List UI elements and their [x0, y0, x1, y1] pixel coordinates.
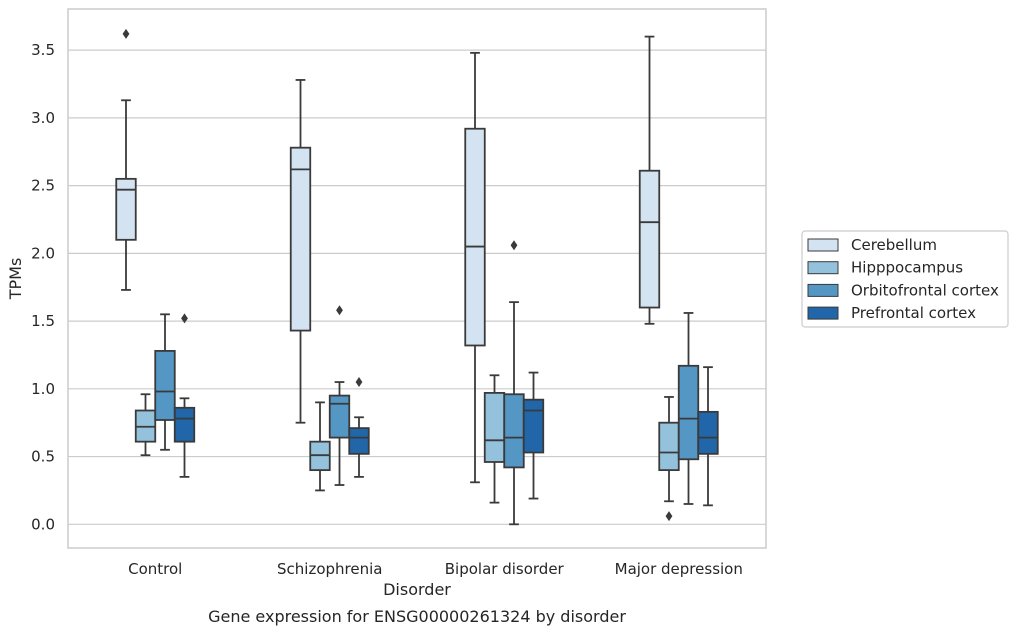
- legend-frame: [801, 230, 1009, 328]
- box-body: [483, 391, 506, 463]
- legend-label: Cerebellum: [851, 236, 937, 254]
- box-body: [677, 364, 700, 461]
- legend-swatch: [807, 283, 839, 297]
- x-tick-label: Bipolar disorder: [445, 560, 565, 578]
- box-body: [638, 169, 661, 309]
- y-tick-label: 0.5: [31, 448, 55, 466]
- y-tick-label: 2.5: [31, 177, 55, 195]
- outlier-point: [665, 511, 673, 522]
- legend: Cerebellum Hipppocampus Orbitofrontal cort…: [801, 230, 1009, 328]
- box-orbitofrontal-cortex: [328, 305, 351, 486]
- box-prefrontal-cortex: [348, 377, 370, 478]
- box-hipppocampus: [483, 374, 506, 504]
- x-tick-label: Control: [128, 560, 182, 578]
- y-tick-label: 1.5: [31, 312, 55, 330]
- box-body: [289, 146, 312, 332]
- box-body: [173, 406, 196, 443]
- outlier-point: [510, 240, 518, 251]
- outlier-point: [355, 377, 363, 388]
- box-body: [697, 410, 719, 455]
- x-tick-labels: Control Schizophrenia Bipolar disorder Majo…: [128, 560, 743, 578]
- x-tick-label: Schizophrenia: [277, 560, 382, 578]
- box-hipppocampus: [658, 396, 680, 522]
- box-body: [658, 421, 680, 472]
- y-axis-label: TPMs: [6, 258, 25, 301]
- y-tick-label: 0.0: [31, 515, 55, 533]
- box-body: [328, 394, 351, 439]
- outlier-point: [336, 305, 343, 316]
- legend-label: Hipppocampus: [851, 259, 963, 277]
- legend-label: Orbitofrontal cortex: [851, 281, 999, 299]
- box-plot-marks: [115, 28, 719, 526]
- x-tick-label: Major depression: [615, 560, 743, 578]
- box-body: [348, 427, 370, 455]
- box-prefrontal-cortex: [697, 366, 719, 507]
- box-prefrontal-cortex: [522, 371, 545, 500]
- box-body: [522, 398, 545, 454]
- box-cerebellum: [115, 28, 137, 291]
- box-body: [503, 393, 525, 469]
- y-tick-label: 3.5: [31, 41, 55, 59]
- box-orbitofrontal-cortex: [154, 313, 176, 451]
- box-hipppocampus: [309, 401, 331, 492]
- legend-swatch: [807, 261, 839, 275]
- y-tick-label: 2.0: [31, 244, 55, 262]
- legend-label: Prefrontal cortex: [851, 304, 976, 322]
- outlier-point: [122, 28, 130, 39]
- x-axis-label: Disorder: [383, 580, 451, 599]
- box-cerebellum: [638, 35, 661, 325]
- box-prefrontal-cortex: [173, 313, 196, 478]
- box-cerebellum: [464, 51, 486, 484]
- plot-frame: [67, 8, 767, 549]
- box-body: [464, 127, 486, 347]
- box-cerebellum: [289, 79, 312, 424]
- outlier-point: [181, 313, 188, 324]
- chart-caption: Gene expression for ENSG00000261324 by d…: [208, 607, 626, 626]
- legend-swatch: [807, 238, 839, 252]
- legend-swatch: [807, 306, 839, 320]
- box-hipppocampus: [134, 393, 157, 457]
- box-orbitofrontal-cortex: [677, 312, 700, 505]
- y-tick-label: 3.0: [31, 109, 55, 127]
- box-body: [154, 349, 176, 421]
- y-tick-label: 1.0: [31, 380, 55, 398]
- y-tick-labels: 0.0 0.5 1.0 1.5 2.0 2.5 3.0 3.5: [31, 41, 55, 533]
- box-body: [115, 177, 137, 241]
